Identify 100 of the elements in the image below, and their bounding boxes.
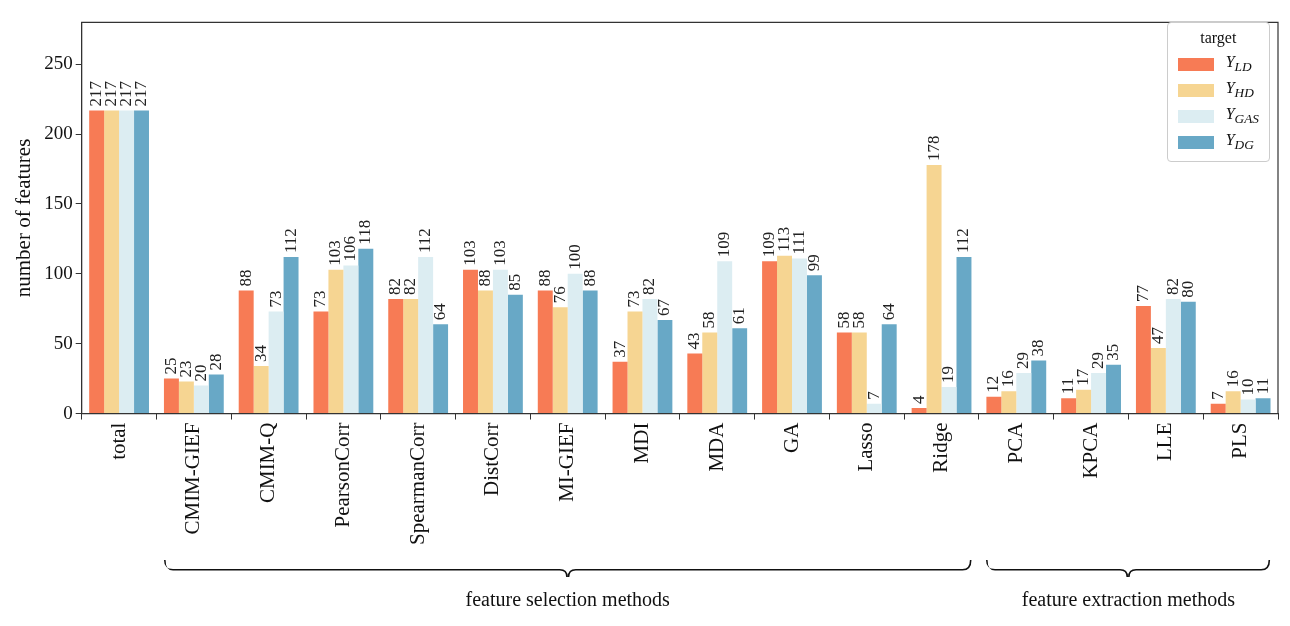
bar	[283, 257, 299, 414]
y-tick-label: 150	[44, 191, 73, 213]
data-label: 88	[235, 269, 255, 287]
bar	[343, 265, 359, 414]
data-label: 64	[430, 302, 450, 321]
x-tick-label: DistCorr	[479, 422, 504, 497]
text: feature extraction methods	[1020, 588, 1237, 611]
bar	[134, 110, 149, 414]
bar	[552, 307, 568, 414]
bar	[104, 110, 120, 414]
bar	[1031, 360, 1047, 414]
x-tick-label: LLE	[1152, 422, 1177, 462]
bar	[477, 290, 493, 414]
legend-label: Y$_{DG}$	[1225, 130, 1254, 154]
x-tick-label: PearsonCorr	[329, 422, 354, 528]
bar	[238, 290, 254, 414]
data-label: 112	[415, 228, 435, 254]
bar	[836, 332, 852, 414]
data-label: 7	[863, 390, 883, 400]
data-label: 103	[459, 240, 479, 266]
data-label: 43	[684, 332, 704, 350]
bar	[1091, 373, 1107, 414]
data-label: 34	[250, 344, 270, 363]
bar	[866, 403, 882, 414]
bar	[463, 269, 478, 414]
bar	[642, 298, 658, 414]
bar	[1210, 403, 1226, 414]
data-label: 88	[534, 269, 554, 287]
x-tick-label: Lasso	[853, 422, 878, 472]
bar	[612, 361, 628, 414]
bar	[507, 294, 523, 414]
x-tick-label: total	[105, 422, 130, 460]
data-label: 64	[878, 302, 898, 321]
bar	[358, 248, 374, 414]
bar	[1001, 391, 1017, 414]
x-tick-label: GA	[778, 421, 803, 453]
x-tick-label: SpearmanCorr	[404, 422, 429, 546]
x-tick-label: CMIM-GIEF	[180, 422, 205, 535]
data-label: 19	[938, 366, 958, 383]
y-tick-label: 50	[53, 331, 73, 353]
bar	[1165, 298, 1181, 414]
y-tick-label: 200	[44, 122, 73, 144]
bar	[881, 324, 897, 414]
bar	[403, 298, 419, 414]
bar	[1240, 399, 1256, 414]
text: feature selection methods	[464, 588, 671, 611]
bar	[806, 275, 822, 414]
data-label: 88	[579, 269, 599, 287]
data-label: 77	[1132, 284, 1152, 302]
legend-label: Y$_{GAS}$	[1225, 104, 1259, 128]
bar	[328, 269, 344, 414]
x-tick-label: MDA	[703, 421, 728, 472]
bar	[89, 110, 105, 414]
bar	[418, 257, 434, 414]
data-label: 112	[953, 228, 973, 254]
x-tick-label: PCA	[1002, 421, 1027, 464]
data-label: 76	[549, 286, 569, 304]
y-tick-label: 0	[63, 401, 73, 423]
bar	[941, 387, 957, 414]
legend-title: target	[1199, 29, 1238, 47]
data-label: 99	[803, 254, 823, 272]
data-label: 109	[714, 231, 734, 258]
bar	[537, 290, 553, 414]
data-label: 85	[504, 273, 524, 291]
bar	[1255, 398, 1271, 414]
bar	[926, 164, 942, 414]
bar	[178, 381, 194, 414]
bar	[1135, 305, 1151, 414]
data-label: 37	[609, 340, 629, 358]
bar	[582, 290, 598, 414]
x-tick-label: KPCA	[1077, 421, 1102, 479]
data-label: 88	[474, 269, 494, 287]
bar	[492, 269, 508, 414]
bar	[627, 311, 643, 414]
legend-label: Y$_{LD}$	[1225, 52, 1252, 76]
bar	[1180, 301, 1196, 414]
y-tick-label: 250	[44, 52, 73, 74]
bar	[687, 353, 703, 414]
bar	[1225, 391, 1241, 414]
bar	[313, 311, 329, 414]
y-tick-label: 100	[44, 261, 73, 283]
data-label: 67	[654, 298, 674, 316]
bar	[567, 273, 583, 414]
data-label: 103	[489, 240, 509, 266]
data-label: 100	[564, 244, 584, 270]
bar	[732, 328, 748, 414]
data-label: 47	[1147, 326, 1167, 344]
bar	[986, 396, 1002, 414]
bar	[1061, 398, 1077, 414]
x-tick-label: Ridge	[928, 422, 953, 473]
bar	[208, 374, 224, 414]
bar	[193, 385, 209, 414]
bar	[717, 261, 733, 414]
data-label: 58	[699, 311, 719, 329]
bar	[119, 110, 135, 414]
bar	[792, 258, 807, 414]
bar	[762, 261, 778, 414]
data-label: 178	[923, 135, 943, 161]
bar	[388, 298, 404, 414]
x-tick-label: MI-GIEF	[554, 422, 579, 502]
